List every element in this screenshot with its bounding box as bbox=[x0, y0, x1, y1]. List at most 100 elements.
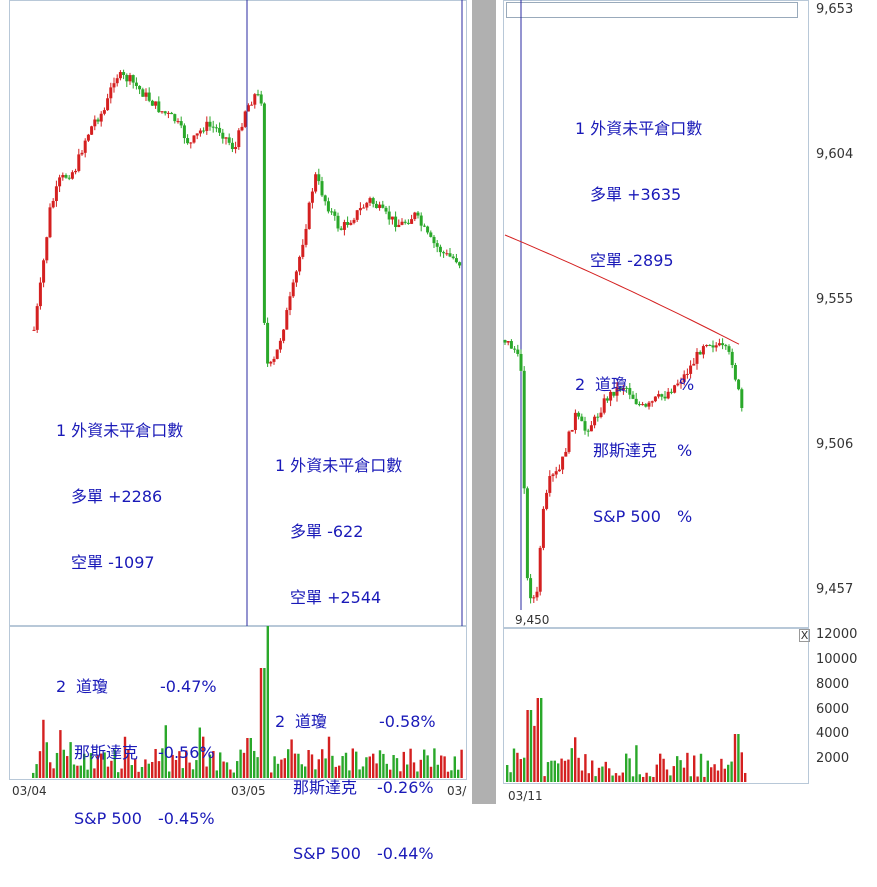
left-candle-114 bbox=[397, 224, 401, 228]
right-price-panel bbox=[503, 0, 809, 628]
right-volume-bar-21 bbox=[577, 757, 580, 782]
left-candle-104 bbox=[365, 202, 369, 208]
price-tick-4: 9,457 bbox=[816, 582, 854, 597]
right-volume-bar-51 bbox=[679, 760, 682, 782]
left-candle-64 bbox=[237, 130, 241, 148]
left-candle-52 bbox=[198, 130, 202, 134]
left-volume-bar-92 bbox=[344, 752, 348, 778]
left-candle-31 bbox=[131, 75, 135, 83]
right-candle-26 bbox=[586, 430, 590, 432]
left-candle-74 bbox=[269, 361, 273, 364]
day3-row0-value: % bbox=[679, 375, 695, 394]
right-volume-bar-57 bbox=[699, 753, 703, 782]
right-volume-bar-68 bbox=[737, 734, 740, 782]
right-candle-20 bbox=[567, 431, 571, 452]
left-candle-96 bbox=[339, 228, 343, 230]
right-volume-bar-9 bbox=[536, 698, 539, 782]
left-volume-bar-0 bbox=[32, 772, 35, 778]
left-volume-bar-98 bbox=[365, 757, 368, 778]
right-candle-72 bbox=[733, 365, 737, 380]
left-volume-bar-74 bbox=[283, 758, 286, 778]
left-candle-83 bbox=[298, 256, 302, 272]
right-volume-bar-26 bbox=[594, 776, 597, 782]
left-volume-bar-120 bbox=[440, 755, 443, 778]
left-candle-98 bbox=[346, 222, 350, 225]
left-candle-61 bbox=[227, 137, 231, 143]
day2-row0-value: -0.58% bbox=[379, 712, 436, 731]
right-candle-9 bbox=[532, 597, 536, 599]
right-volume-bar-48 bbox=[669, 775, 672, 782]
left-volume-bar-46 bbox=[188, 762, 191, 778]
left-candle-105 bbox=[368, 198, 372, 203]
left-candle-94 bbox=[333, 211, 337, 216]
day1-row1-name: 那斯達克 bbox=[74, 743, 139, 762]
day1-row2-value: -0.45% bbox=[158, 809, 215, 828]
right-volume-bar-66 bbox=[730, 761, 733, 782]
left-candle-9 bbox=[61, 175, 65, 178]
left-volume-bar-9 bbox=[62, 749, 65, 778]
left-volume-bar-11 bbox=[69, 742, 72, 778]
left-candle-111 bbox=[387, 211, 391, 220]
panel-divider[interactable] bbox=[472, 0, 496, 804]
left-volume-bar-112 bbox=[412, 762, 416, 778]
left-volume-bar-8 bbox=[59, 730, 62, 778]
right-candle-32 bbox=[605, 398, 609, 401]
left-volume-bar-70 bbox=[270, 772, 273, 778]
left-volume-bar-10 bbox=[66, 756, 69, 778]
left-volume-bar-13 bbox=[76, 765, 79, 778]
right-volume-bar-1 bbox=[509, 772, 512, 782]
left-candle-59 bbox=[221, 132, 225, 139]
left-volume-bar-6 bbox=[52, 768, 55, 778]
left-candle-47 bbox=[182, 125, 186, 139]
left-candle-53 bbox=[202, 130, 206, 132]
left-candle-58 bbox=[218, 127, 222, 133]
left-volume-bar-68 bbox=[263, 668, 266, 778]
left-volume-bar-103 bbox=[382, 753, 385, 778]
right-volume-bar-61 bbox=[713, 764, 716, 782]
right-candle-18 bbox=[561, 456, 565, 470]
left-candle-28 bbox=[122, 72, 126, 76]
left-volume-bar-109 bbox=[402, 751, 405, 778]
left-candle-8 bbox=[58, 177, 62, 187]
left-volume-bar-26 bbox=[120, 768, 123, 778]
close-button[interactable]: X bbox=[799, 629, 810, 642]
left-volume-bar-82 bbox=[310, 754, 314, 778]
left-candle-22 bbox=[102, 110, 106, 114]
left-volume-bar-59 bbox=[232, 772, 235, 778]
day2-long: 多單 -622 bbox=[290, 522, 364, 541]
right-volume-bar-4 bbox=[519, 759, 522, 782]
day2-row1-value: -0.26% bbox=[377, 778, 434, 797]
left-volume-bar-63 bbox=[246, 738, 249, 778]
left-volume-bar-41 bbox=[171, 754, 174, 778]
left-volume-bar-40 bbox=[168, 771, 171, 778]
right-candle-36 bbox=[618, 387, 622, 391]
left-candle-77 bbox=[278, 340, 282, 350]
left-volume-bar-31 bbox=[137, 771, 140, 778]
left-candle-103 bbox=[362, 207, 366, 209]
right-candle-14 bbox=[548, 476, 552, 493]
left-volume-bar-72 bbox=[276, 763, 280, 778]
left-candle-128 bbox=[442, 252, 446, 254]
left-candle-1 bbox=[35, 306, 39, 330]
left-volume-bar-43 bbox=[178, 751, 181, 778]
right-candle-6 bbox=[522, 370, 526, 489]
right-candle-50 bbox=[663, 396, 667, 399]
left-candle-84 bbox=[301, 244, 305, 257]
day3-title: 1 外資未平倉口數 bbox=[575, 119, 703, 138]
right-volume-bar-70 bbox=[744, 772, 747, 782]
candlestick-chart bbox=[32, 0, 747, 782]
right-candle-37 bbox=[621, 387, 625, 391]
left-candle-109 bbox=[381, 204, 385, 208]
right-candle-56 bbox=[682, 374, 686, 382]
left-candle-4 bbox=[45, 237, 49, 261]
left-volume-bar-95 bbox=[355, 751, 358, 778]
left-volume-bar-21 bbox=[103, 752, 106, 778]
right-candle-65 bbox=[711, 345, 715, 348]
left-candle-56 bbox=[211, 126, 215, 128]
right-volume-bar-33 bbox=[618, 775, 621, 782]
day3-long: 多單 +3635 bbox=[590, 185, 682, 204]
right-candle-47 bbox=[653, 396, 657, 402]
right-volume-bar-55 bbox=[693, 755, 696, 782]
right-candle-10 bbox=[535, 591, 539, 598]
day2-annotation: 1 外資未平倉口數 多單 -622 空單 +2544 2 道瓊 -0.58% 那斯達… bbox=[275, 456, 436, 863]
